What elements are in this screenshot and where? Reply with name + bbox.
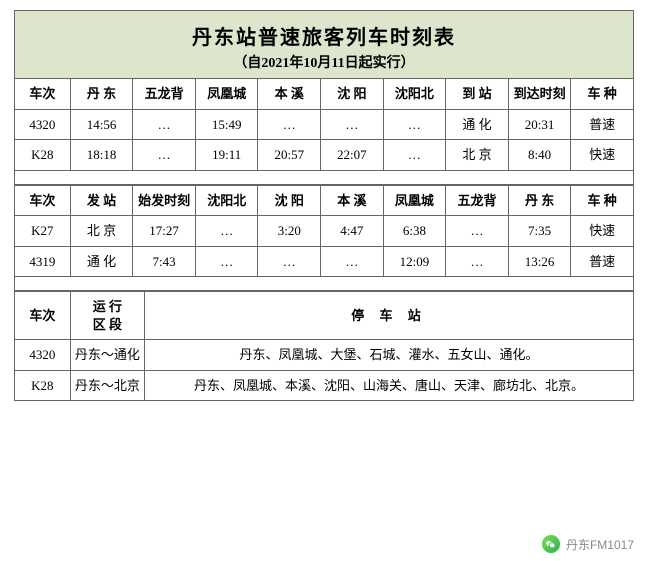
page-title: 丹东站普速旅客列车时刻表 xyxy=(21,21,627,50)
col-header: 沈阳北 xyxy=(383,79,446,110)
cell: 4:47 xyxy=(321,216,384,247)
cell: 17:27 xyxy=(133,216,196,247)
cell: 丹东～北京 xyxy=(70,370,144,401)
cell: 丹东、凤凰城、大堡、石城、灌水、五女山、通化。 xyxy=(144,340,633,371)
cell: 20:57 xyxy=(258,140,321,171)
spacer-row xyxy=(15,170,634,184)
cell: 通 化 xyxy=(446,109,509,140)
cell: 3:20 xyxy=(258,216,321,247)
cell: 20:31 xyxy=(508,109,571,140)
cell: 8:40 xyxy=(508,140,571,171)
cell: … xyxy=(133,109,196,140)
cell: … xyxy=(133,140,196,171)
cell: … xyxy=(321,246,384,277)
cell: … xyxy=(195,216,258,247)
col-header: 沈 阳 xyxy=(321,79,384,110)
cell: K27 xyxy=(15,216,71,247)
col-header: 丹 东 xyxy=(508,185,571,216)
col-header: 到达时刻 xyxy=(508,79,571,110)
outbound-table: 车次 丹 东 五龙背 凤凰城 本 溪 沈 阳 沈阳北 到 站 到达时刻 车 种 … xyxy=(14,78,634,185)
cell: 12:09 xyxy=(383,246,446,277)
cell: 4320 xyxy=(15,340,71,371)
table-row: K27 北 京 17:27 … 3:20 4:47 6:38 … 7:35 快速 xyxy=(15,216,634,247)
cell: … xyxy=(383,109,446,140)
cell: 普速 xyxy=(571,109,634,140)
col-header: 始发时刻 xyxy=(133,185,196,216)
cell: 4319 xyxy=(15,246,71,277)
cell: 14:56 xyxy=(70,109,133,140)
col-header: 本 溪 xyxy=(321,185,384,216)
cell: … xyxy=(258,246,321,277)
cell: 22:07 xyxy=(321,140,384,171)
cell: 北 京 xyxy=(446,140,509,171)
col-header: 车次 xyxy=(15,292,71,340)
col-header: 车次 xyxy=(15,79,71,110)
col-header: 沈阳北 xyxy=(195,185,258,216)
cell: 通 化 xyxy=(70,246,133,277)
cell: 普速 xyxy=(571,246,634,277)
col-header: 五龙背 xyxy=(133,79,196,110)
cell: 18:18 xyxy=(70,140,133,171)
wechat-icon xyxy=(542,535,560,553)
stops-header-row: 车次 运 行 区 段 停 车 站 xyxy=(15,292,634,340)
col-header: 车 种 xyxy=(571,185,634,216)
table-row: 4320 丹东～通化 丹东、凤凰城、大堡、石城、灌水、五女山、通化。 xyxy=(15,340,634,371)
cell: 7:35 xyxy=(508,216,571,247)
page-subtitle: （自2021年10月11日起实行） xyxy=(21,52,627,72)
cell: 19:11 xyxy=(195,140,258,171)
col-header: 丹 东 xyxy=(70,79,133,110)
col-header: 沈 阳 xyxy=(258,185,321,216)
col-header: 本 溪 xyxy=(258,79,321,110)
watermark-text: 丹东FM1017 xyxy=(566,536,634,553)
col-header: 凤凰城 xyxy=(383,185,446,216)
col-header: 停 车 站 xyxy=(144,292,633,340)
cell: K28 xyxy=(15,370,71,401)
cell: … xyxy=(383,140,446,171)
col-header: 凤凰城 xyxy=(195,79,258,110)
col-header: 五龙背 xyxy=(446,185,509,216)
col-header: 运 行 区 段 xyxy=(70,292,144,340)
cell: 丹东～通化 xyxy=(70,340,144,371)
timetable-container: 丹东站普速旅客列车时刻表 （自2021年10月11日起实行） 车次 丹 东 五龙… xyxy=(0,0,648,421)
cell: … xyxy=(446,216,509,247)
outbound-header-row: 车次 丹 东 五龙背 凤凰城 本 溪 沈 阳 沈阳北 到 站 到达时刻 车 种 xyxy=(15,79,634,110)
cell: 6:38 xyxy=(383,216,446,247)
cell: 北 京 xyxy=(70,216,133,247)
cell: 13:26 xyxy=(508,246,571,277)
cell: 4320 xyxy=(15,109,71,140)
inbound-table: 车次 发 站 始发时刻 沈阳北 沈 阳 本 溪 凤凰城 五龙背 丹 东 车 种 … xyxy=(14,185,634,292)
cell: 7:43 xyxy=(133,246,196,277)
table-row: 4320 14:56 … 15:49 … … … 通 化 20:31 普速 xyxy=(15,109,634,140)
inbound-header-row: 车次 发 站 始发时刻 沈阳北 沈 阳 本 溪 凤凰城 五龙背 丹 东 车 种 xyxy=(15,185,634,216)
cell: 15:49 xyxy=(195,109,258,140)
table-row: K28 18:18 … 19:11 20:57 22:07 … 北 京 8:40… xyxy=(15,140,634,171)
cell: 快速 xyxy=(571,216,634,247)
watermark: 丹东FM1017 xyxy=(542,535,634,553)
spacer-row xyxy=(15,277,634,291)
col-header: 发 站 xyxy=(70,185,133,216)
cell: 丹东、凤凰城、本溪、沈阳、山海关、唐山、天津、廊坊北、北京。 xyxy=(144,370,633,401)
cell: … xyxy=(195,246,258,277)
stops-table: 车次 运 行 区 段 停 车 站 4320 丹东～通化 丹东、凤凰城、大堡、石城… xyxy=(14,291,634,401)
header-block: 丹东站普速旅客列车时刻表 （自2021年10月11日起实行） xyxy=(14,10,634,78)
col-header: 车次 xyxy=(15,185,71,216)
cell: … xyxy=(321,109,384,140)
cell: K28 xyxy=(15,140,71,171)
cell: … xyxy=(446,246,509,277)
col-header: 车 种 xyxy=(571,79,634,110)
cell: 快速 xyxy=(571,140,634,171)
cell: … xyxy=(258,109,321,140)
table-row: K28 丹东～北京 丹东、凤凰城、本溪、沈阳、山海关、唐山、天津、廊坊北、北京。 xyxy=(15,370,634,401)
col-header: 到 站 xyxy=(446,79,509,110)
table-row: 4319 通 化 7:43 … … … 12:09 … 13:26 普速 xyxy=(15,246,634,277)
